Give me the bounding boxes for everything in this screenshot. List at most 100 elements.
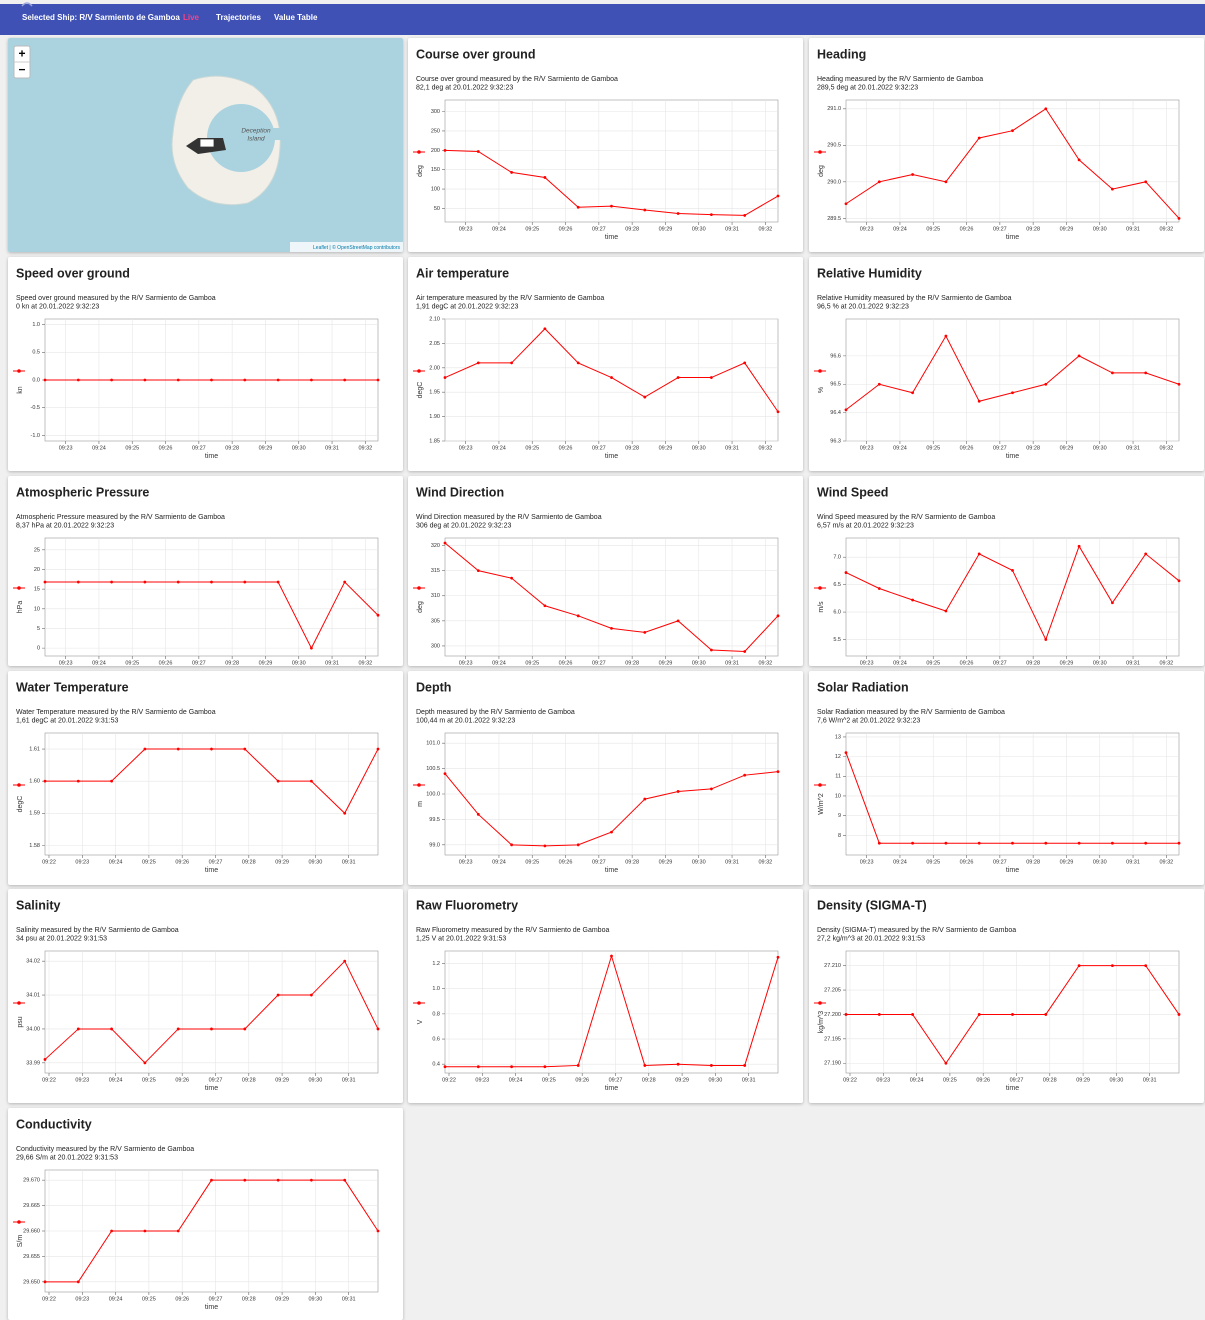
x-tick-label: 09:27	[209, 1296, 223, 1302]
data-point	[210, 580, 213, 584]
data-point	[676, 212, 680, 215]
data-point	[376, 378, 380, 382]
y-tick-label: 1.95	[429, 390, 440, 396]
x-tick-label: 09:28	[625, 859, 639, 865]
data-point	[310, 993, 313, 997]
y-tick-label: 10	[34, 606, 40, 612]
data-point	[977, 552, 981, 556]
x-tick-label: 09:25	[926, 859, 940, 865]
data-point	[510, 576, 513, 580]
x-tick-label: 09:25	[142, 859, 156, 865]
data-point	[476, 150, 480, 153]
y-tick-label: -1.0	[31, 433, 40, 439]
data-point	[743, 361, 747, 365]
chart-title: Wind Speed	[817, 485, 888, 499]
x-tick-label: 09:29	[659, 226, 673, 232]
x-tick-label: 09:32	[1159, 226, 1173, 232]
x-tick-label: 09:25	[943, 1077, 957, 1083]
x-tick-label: 09:25	[542, 1077, 556, 1083]
chart-card: Conductivity Conductivity measured by the…	[8, 1108, 403, 1320]
data-point	[1111, 601, 1114, 605]
data-line	[845, 545, 1180, 641]
data-point	[343, 959, 347, 963]
data-line	[845, 108, 1180, 219]
x-tick-label: 09:31	[725, 660, 739, 666]
data-line	[444, 542, 779, 652]
data-point	[576, 1064, 580, 1067]
x-tick-label: 09:23	[459, 226, 473, 232]
x-tick-label: 09:32	[758, 445, 772, 451]
data-point	[1111, 841, 1114, 845]
x-axis-label: time	[1006, 234, 1019, 241]
legend-dot	[417, 586, 421, 590]
data-point	[1111, 371, 1114, 375]
x-tick-label: 09:23	[860, 445, 874, 451]
data-point	[576, 205, 580, 209]
x-axis-label: time	[205, 1304, 218, 1311]
x-tick-label: 09:30	[1110, 1077, 1124, 1083]
x-tick-label: 09:25	[142, 1296, 156, 1302]
data-point	[1077, 964, 1081, 968]
chart-description: Depth measured by the R/V Sarmiento de G…	[416, 709, 575, 716]
x-tick-label: 09:26	[559, 660, 573, 666]
legend-dot	[17, 1220, 21, 1224]
y-tick-label: 300	[431, 109, 440, 115]
y-tick-label: -0.5	[31, 405, 40, 411]
data-point	[443, 1065, 447, 1069]
data-point	[1177, 1013, 1181, 1016]
data-point	[844, 408, 848, 412]
data-point	[944, 334, 948, 338]
data-point	[743, 214, 747, 217]
x-tick-label: 09:23	[459, 660, 473, 666]
y-tick-label: 27.205	[824, 987, 841, 993]
y-tick-label: 250	[431, 128, 440, 134]
x-tick-label: 09:29	[1060, 445, 1074, 451]
plot-area	[845, 950, 1180, 1074]
x-tick-label: 09:31	[325, 660, 339, 666]
x-tick-label: 09:28	[1043, 1077, 1057, 1083]
chart-card: Water Temperature Water Temperature measu…	[8, 671, 403, 885]
x-tick-label: 09:27	[192, 445, 206, 451]
chart-description: Salinity measured by the R/V Sarmiento d…	[16, 927, 179, 934]
chart: Heading Heading measured by the R/V Sarmi…	[814, 47, 1181, 241]
data-point	[376, 1027, 380, 1031]
data-point	[43, 1058, 47, 1061]
x-tick-label: 09:27	[592, 226, 606, 232]
map[interactable]: Deception Island + − Leaflet | © OpenStr…	[8, 38, 403, 252]
data-point	[710, 787, 713, 791]
data-point	[276, 993, 280, 997]
data-point	[376, 747, 380, 751]
attribution: Leaflet | © OpenStreetMap contributors	[313, 244, 400, 251]
x-tick-label: 09:26	[159, 445, 173, 451]
data-point	[844, 1013, 848, 1016]
data-point	[944, 180, 948, 184]
x-tick-label: 09:31	[1143, 1077, 1157, 1083]
data-point	[76, 1280, 80, 1284]
x-tick-label: 09:29	[1060, 859, 1074, 865]
data-point	[610, 626, 613, 630]
data-point	[844, 202, 848, 206]
x-tick-label: 09:26	[960, 660, 974, 666]
data-point	[543, 604, 547, 608]
x-tick-label: 09:26	[960, 226, 974, 232]
data-point	[1044, 638, 1048, 641]
x-tick-label: 09:31	[342, 1296, 356, 1302]
x-tick-label: 09:26	[976, 1077, 990, 1083]
data-point	[1177, 841, 1181, 845]
tab[interactable]: Live	[183, 13, 200, 22]
data-point	[1011, 391, 1014, 395]
chart-title: Air temperature	[416, 266, 509, 280]
tab[interactable]: Trajectories	[216, 13, 261, 22]
legend-dot	[818, 783, 822, 787]
tab[interactable]: Value Table	[274, 13, 318, 22]
x-tick-label: 09:30	[1093, 859, 1107, 865]
y-axis-label: m/s	[818, 601, 825, 613]
data-point	[710, 1064, 713, 1067]
zoom-out[interactable]: −	[18, 63, 25, 77]
plot-area	[44, 732, 379, 856]
legend-dot	[417, 369, 421, 373]
x-tick-label: 09:28	[1026, 859, 1040, 865]
data-point	[1144, 964, 1148, 968]
x-tick-label: 09:31	[725, 226, 739, 232]
zoom-in[interactable]: +	[18, 47, 25, 61]
